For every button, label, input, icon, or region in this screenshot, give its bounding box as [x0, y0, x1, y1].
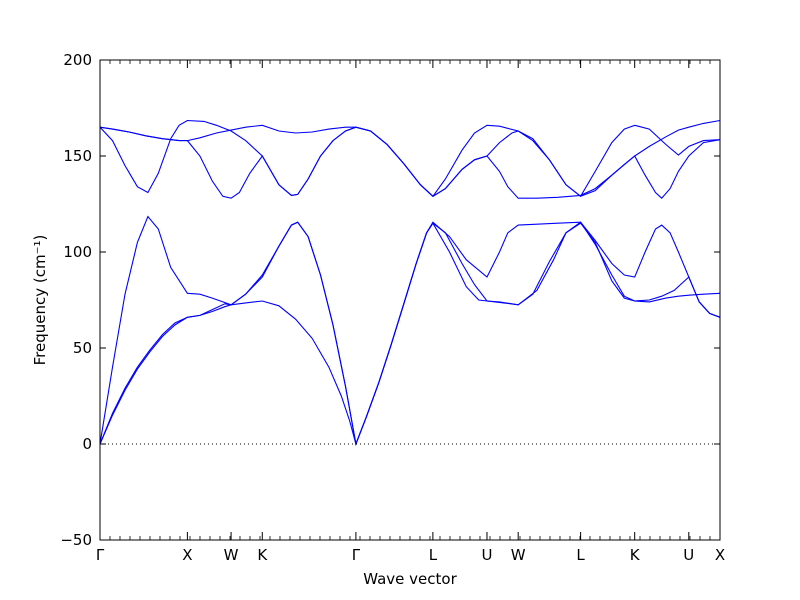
- plot-frame: [99, 59, 721, 541]
- x-tick-label: W: [224, 546, 239, 564]
- y-tick-label: −50: [60, 531, 92, 549]
- y-tick-label: 100: [63, 243, 92, 261]
- x-tick-label: U: [683, 546, 694, 564]
- x-tick-label: K: [630, 546, 641, 564]
- band-line-2: [99, 221, 721, 447]
- y-tick-label: 200: [63, 51, 92, 69]
- band-line-4: [99, 119, 721, 197]
- band-line-6: [99, 126, 721, 199]
- band-line-1: [99, 221, 721, 446]
- y-tick-label: 50: [73, 339, 92, 357]
- x-tick-label: Γ: [352, 546, 361, 564]
- x-axis-label: Wave vector: [363, 570, 457, 588]
- band-lines: [99, 119, 721, 447]
- x-tick-label: W: [511, 546, 526, 564]
- x-tick-label: X: [182, 546, 192, 564]
- y-axis-label: Frequency (cm⁻¹): [31, 235, 49, 366]
- minor-ticks: [99, 60, 721, 540]
- y-tick-label: 150: [63, 147, 92, 165]
- band-line-3: [99, 215, 721, 447]
- y-tick-label: 0: [82, 435, 92, 453]
- band-line-5: [99, 119, 721, 198]
- x-tick-label: Γ: [96, 546, 105, 564]
- x-tick-label: U: [481, 546, 492, 564]
- y-axis-ticks: −50 0 50 100 150 200: [60, 51, 720, 549]
- x-tick-label: X: [715, 546, 725, 564]
- x-tick-label: L: [429, 546, 438, 564]
- x-tick-label: K: [257, 546, 268, 564]
- x-tick-label: L: [576, 546, 585, 564]
